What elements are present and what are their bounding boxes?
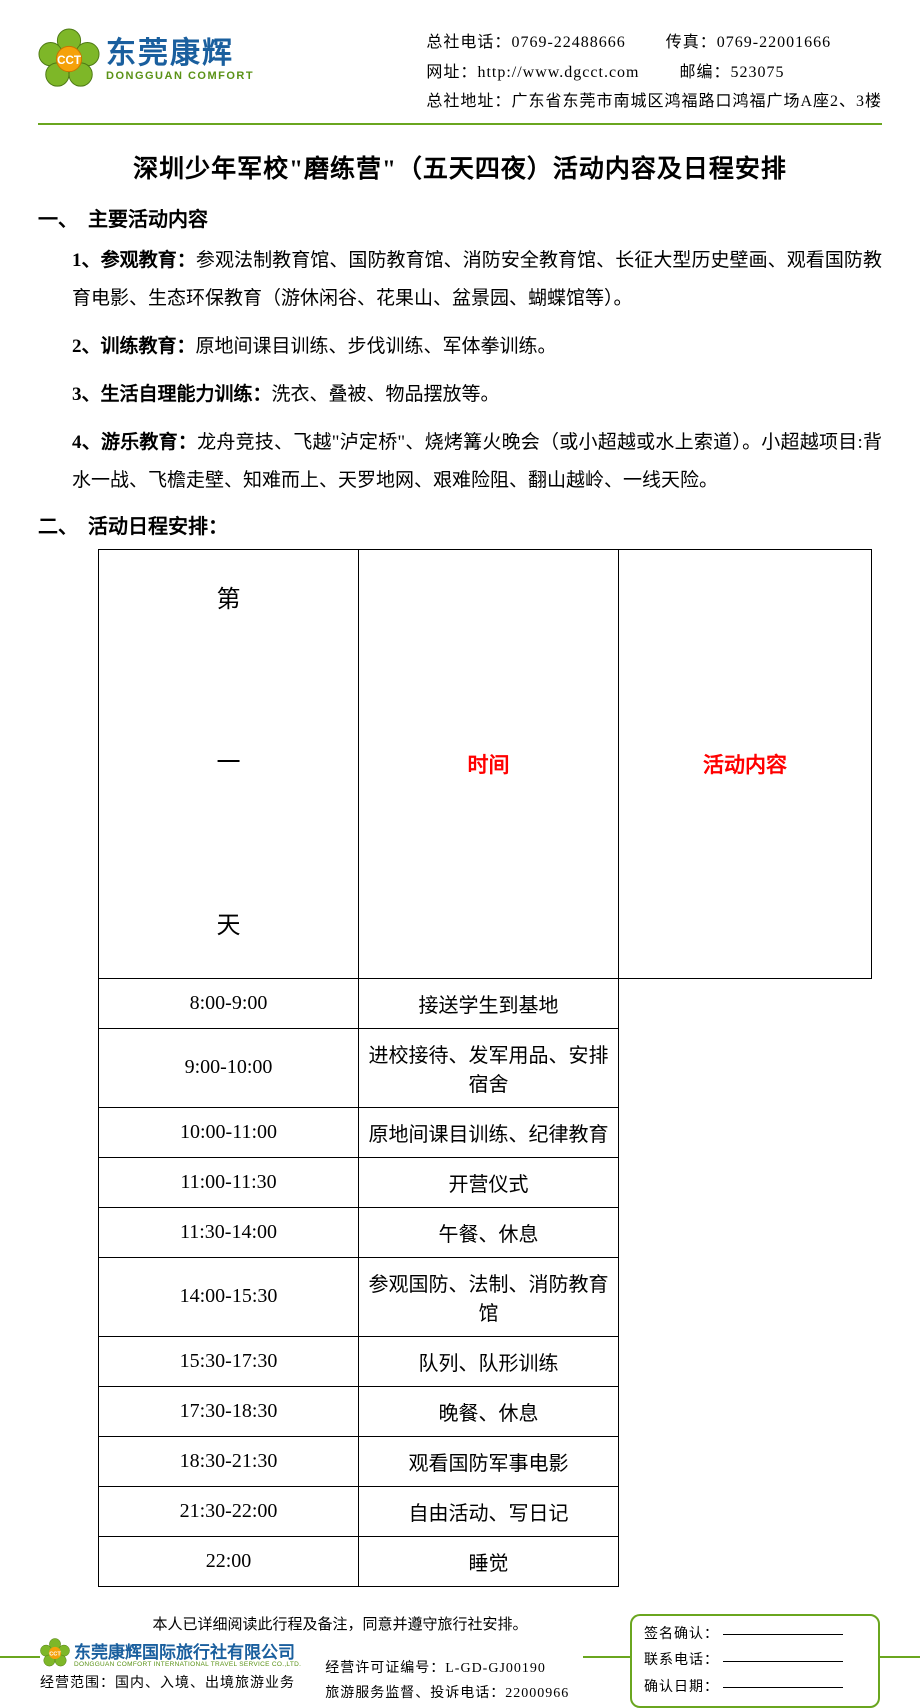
date-line[interactable] bbox=[723, 1687, 843, 1688]
item-label: 训练教育： bbox=[101, 336, 196, 357]
phone-value: 0769-22488666 bbox=[511, 34, 625, 51]
table-row: 21:30-22:00自由活动、写日记 bbox=[99, 1486, 872, 1536]
activity-item: 1、参观教育：参观法制教育馆、国防教育馆、消防安全教育馆、长征大型历史壁画、观看… bbox=[72, 242, 882, 318]
table-row: 10:00-11:00原地间课目训练、纪律教育 bbox=[99, 1107, 872, 1157]
activity-cell: 自由活动、写日记 bbox=[359, 1486, 619, 1536]
activity-item: 3、生活自理能力训练：洗衣、叠被、物品摆放等。 bbox=[72, 376, 882, 414]
fax-label: 传真： bbox=[666, 34, 717, 51]
time-cell: 22:00 bbox=[99, 1536, 359, 1586]
table-row: 11:30-14:00午餐、休息 bbox=[99, 1207, 872, 1257]
footer-company-en: DONGGUAN COMFORT INTERNATIONAL TRAVEL SE… bbox=[74, 1661, 301, 1668]
activity-cell: 进校接待、发军用品、安排宿舍 bbox=[359, 1028, 619, 1107]
time-cell: 10:00-11:00 bbox=[99, 1107, 359, 1157]
time-cell: 8:00-9:00 bbox=[99, 978, 359, 1028]
fax-value: 0769-22001666 bbox=[717, 34, 831, 51]
table-row: 18:30-21:30观看国防军事电影 bbox=[99, 1436, 872, 1486]
flower-logo-icon: CCT bbox=[38, 28, 100, 90]
table-row: 22:00睡觉 bbox=[99, 1536, 872, 1586]
activity-cell: 参观国防、法制、消防教育馆 bbox=[359, 1257, 619, 1336]
table-row: 8:00-9:00接送学生到基地 bbox=[99, 978, 872, 1028]
activity-cell: 晚餐、休息 bbox=[359, 1386, 619, 1436]
item-number: 3、 bbox=[72, 384, 101, 405]
complaint-phone: 旅游服务监督、投诉电话：22000966 bbox=[325, 1681, 569, 1706]
zip-value: 523075 bbox=[731, 64, 785, 81]
sign-line[interactable] bbox=[723, 1634, 843, 1635]
time-cell: 9:00-10:00 bbox=[99, 1028, 359, 1107]
sign-label: 签名确认： bbox=[644, 1627, 719, 1642]
table-row: 9:00-10:00进校接待、发军用品、安排宿舍 bbox=[99, 1028, 872, 1107]
phone-label: 总社电话： bbox=[426, 34, 511, 51]
table-row: 11:00-11:30开营仪式 bbox=[99, 1157, 872, 1207]
business-scope: 经营范围：国内、入境、出境旅游业务 bbox=[40, 1672, 301, 1692]
addr-label: 总社地址： bbox=[426, 93, 511, 110]
col-header-time: 时间 bbox=[359, 549, 619, 978]
logo-text-en: DONGGUAN COMFORT bbox=[106, 70, 254, 82]
web-label: 网址： bbox=[426, 64, 477, 81]
time-cell: 21:30-22:00 bbox=[99, 1486, 359, 1536]
license-number: 经营许可证编号：L-GD-GJ00190 bbox=[325, 1656, 569, 1681]
activity-cell: 午餐、休息 bbox=[359, 1207, 619, 1257]
signature-box: 签名确认： 联系电话： 确认日期： bbox=[630, 1614, 880, 1708]
activity-item: 4、游乐教育：龙舟竞技、飞越"泸定桥"、烧烤篝火晚会（或小超越或水上索道）。小超… bbox=[72, 424, 882, 500]
zip-label: 邮编： bbox=[679, 64, 730, 81]
table-row: 17:30-18:30晚餐、休息 bbox=[99, 1386, 872, 1436]
item-label: 生活自理能力训练： bbox=[101, 384, 272, 405]
page-title: 深圳少年军校"磨练营"（五天四夜）活动内容及日程安排 bbox=[38, 149, 882, 185]
footer-company-cn: 东莞康辉国际旅行社有限公司 bbox=[74, 1643, 295, 1662]
time-cell: 11:00-11:30 bbox=[99, 1157, 359, 1207]
svg-text:CCT: CCT bbox=[57, 54, 81, 67]
logo-text-cn: 东莞康辉 bbox=[106, 37, 254, 70]
letterhead: CCT 东莞康辉 DONGGUAN COMFORT 总社电话：0769-2248… bbox=[38, 28, 882, 125]
contact-phone-label: 联系电话： bbox=[644, 1653, 719, 1668]
item-number: 2、 bbox=[72, 336, 101, 357]
item-label: 游乐教育： bbox=[101, 432, 197, 453]
schedule-table: 第一天 时间 活动内容 8:00-9:00接送学生到基地9:00-10:00进校… bbox=[98, 549, 872, 1587]
logo-block: CCT 东莞康辉 DONGGUAN COMFORT bbox=[38, 28, 254, 90]
day-label-cell: 第一天 bbox=[99, 549, 359, 978]
phone-line[interactable] bbox=[723, 1661, 843, 1662]
table-row: 14:00-15:30参观国防、法制、消防教育馆 bbox=[99, 1257, 872, 1336]
confirm-date-label: 确认日期： bbox=[644, 1680, 719, 1695]
time-cell: 14:00-15:30 bbox=[99, 1257, 359, 1336]
table-row: 15:30-17:30队列、队形训练 bbox=[99, 1336, 872, 1386]
addr-value: 广东省东莞市南城区鸿福路口鸿福广场A座2、3楼 bbox=[511, 93, 882, 110]
time-cell: 18:30-21:30 bbox=[99, 1436, 359, 1486]
activity-cell: 开营仪式 bbox=[359, 1157, 619, 1207]
item-number: 1、 bbox=[72, 250, 101, 271]
time-cell: 11:30-14:00 bbox=[99, 1207, 359, 1257]
flower-logo-icon: CCT bbox=[40, 1638, 70, 1668]
time-cell: 17:30-18:30 bbox=[99, 1386, 359, 1436]
activity-cell: 队列、队形训练 bbox=[359, 1336, 619, 1386]
section2-heading: 二、 活动日程安排： bbox=[38, 510, 882, 539]
web-value: http://www.dgcct.com bbox=[477, 64, 639, 81]
time-cell: 15:30-17:30 bbox=[99, 1336, 359, 1386]
contact-block: 总社电话：0769-22488666 传真：0769-22001666 网址：h… bbox=[426, 28, 882, 117]
col-header-activity: 活动内容 bbox=[619, 549, 872, 978]
item-label: 参观教育： bbox=[101, 250, 196, 271]
activity-cell: 观看国防军事电影 bbox=[359, 1436, 619, 1486]
svg-text:CCT: CCT bbox=[49, 1651, 61, 1657]
item-text: 洗衣、叠被、物品摆放等。 bbox=[272, 384, 500, 405]
section1-heading: 一、 主要活动内容 bbox=[38, 203, 882, 232]
activity-cell: 睡觉 bbox=[359, 1536, 619, 1586]
activity-cell: 原地间课目训练、纪律教育 bbox=[359, 1107, 619, 1157]
footer: 本人已详细阅读此行程及备注，同意并遵守旅行社安排。 CCT bbox=[38, 1613, 882, 1708]
activity-cell: 接送学生到基地 bbox=[359, 978, 619, 1028]
item-text: 原地间课目训练、步伐训练、军体拳训练。 bbox=[196, 336, 557, 357]
item-number: 4、 bbox=[72, 432, 101, 453]
activity-item: 2、训练教育：原地间课目训练、步伐训练、军体拳训练。 bbox=[72, 328, 882, 366]
